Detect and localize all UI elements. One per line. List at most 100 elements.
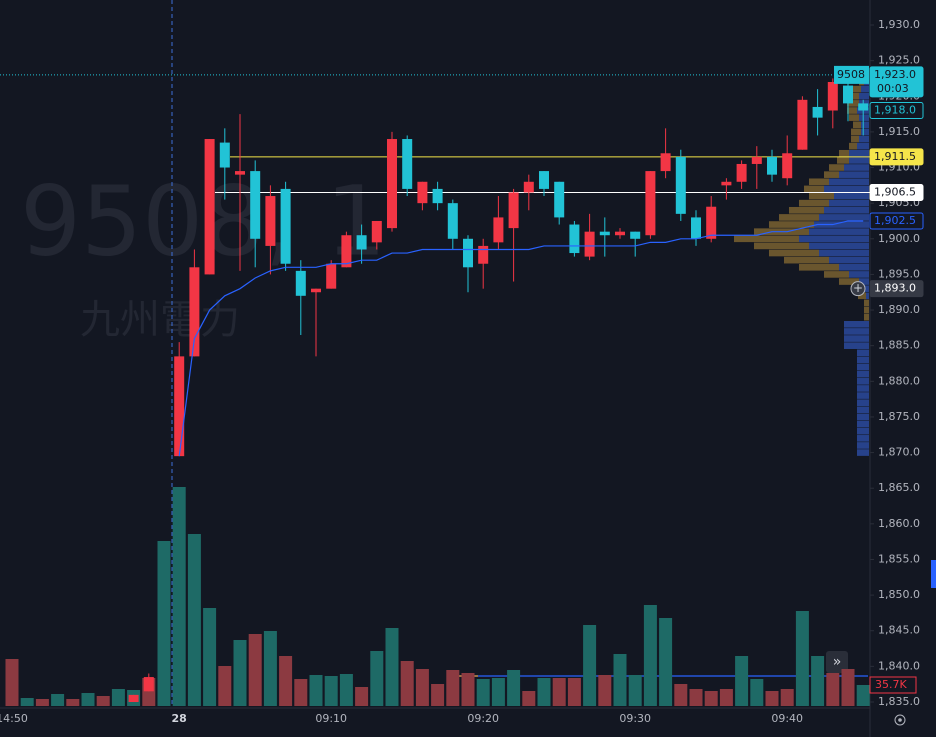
profile-bar [861,128,869,136]
profile-bar [769,249,819,257]
candle-body [691,217,701,239]
candle-body [554,181,565,218]
volume-bar [552,678,566,706]
profile-bar [849,92,859,100]
candle-body [402,139,413,189]
profile-bar [857,356,869,364]
profile-bar [829,199,869,207]
candle-body [797,99,808,150]
volume-bar [431,684,445,706]
candle-body [250,171,261,239]
candle-body [767,156,777,175]
profile-bar [844,321,869,328]
y-tick-label: 1,860.0 [878,517,920,530]
profile-bar [859,135,869,143]
profile-bar [864,306,869,314]
crosshair-plus: + [853,281,863,295]
profile-bar [809,192,834,200]
volume-bar [370,651,384,706]
vwap-line [178,220,864,457]
volume-bar [81,693,95,706]
profile-bar [858,292,866,300]
volume-bar [719,689,733,706]
candle-body [508,192,519,229]
volume-bar [172,487,186,706]
profile-bar [857,349,869,357]
profile-bar [834,192,869,200]
volume-bar [5,659,19,706]
volume-bar [643,605,657,706]
y-tick-label: 1,855.0 [878,552,920,565]
symbol-tag-box [834,65,869,84]
profile-bar [819,214,869,221]
profile-bar [814,221,869,228]
candle-body [235,171,245,175]
profile-bar [857,142,869,150]
watermark: 9508, 1 [20,165,386,277]
profile-bar [799,235,869,243]
scroll-button[interactable] [826,651,848,673]
candle-body [812,106,823,118]
volume-bar [279,656,293,706]
profile-bar [784,256,829,264]
volume-bar [735,656,749,706]
candle-body [615,231,625,236]
profile-bar [857,363,869,371]
profile-bar [799,263,839,271]
profile-bar [849,157,869,164]
volume-bar [187,534,201,706]
volume-bar [689,689,703,706]
candle-body [265,196,276,246]
y-tick-label: 1,915.0 [878,125,920,138]
profile-bar [849,142,857,150]
profile-bar [809,228,869,235]
volume-bar [157,541,171,706]
profile-bar [829,178,869,186]
profile-bar [779,214,819,221]
volume-bar [339,674,353,706]
profile-bar [824,271,849,278]
candle-body [721,181,732,186]
volume-bar [66,699,80,706]
y-tick-label: 1,845.0 [878,624,920,637]
candle-body [478,245,489,264]
candle-body [858,103,869,111]
profile-bar [866,292,869,300]
candle-body [675,156,686,214]
y-tick-label: 1,840.0 [878,659,920,672]
volume-bar [35,699,49,706]
profile-bar [847,107,857,114]
price-line-tag: 1,911.5 [874,150,916,163]
profile-bar [853,121,861,129]
profile-bar [857,413,869,421]
scroll-icon[interactable]: » [833,654,842,670]
candle-body [174,356,185,457]
candle-body [645,171,656,236]
y-tick-label: 1,870.0 [878,446,920,459]
y-tick-label: 1,880.0 [878,374,920,387]
side-handle[interactable] [931,560,936,588]
y-tick-label: 1,930.0 [878,18,920,31]
profile-bar [857,449,869,456]
vwap-tag: 1,902.5 [874,214,916,227]
y-tick-label: 1,925.0 [878,54,920,67]
y-tick-label: 1,850.0 [878,588,920,601]
volume-bar [674,684,688,706]
profile-bar [849,114,859,121]
candle-body [751,156,762,164]
candle-body [432,188,443,204]
candle-body [417,181,428,204]
profile-bar [857,370,869,378]
x-tick-label: 14:50 [0,712,28,725]
candle-body [463,238,473,268]
profile-bar [837,157,849,164]
settings-icon[interactable] [894,714,906,726]
settings-icon[interactable] [898,718,902,722]
profile-bar [864,299,869,307]
profile-bar [844,342,869,349]
last-price-tag: 1,923.0 [874,68,916,81]
profile-bar [857,399,869,406]
profile-bar [844,335,869,342]
x-tick-label: 09:20 [467,712,499,725]
